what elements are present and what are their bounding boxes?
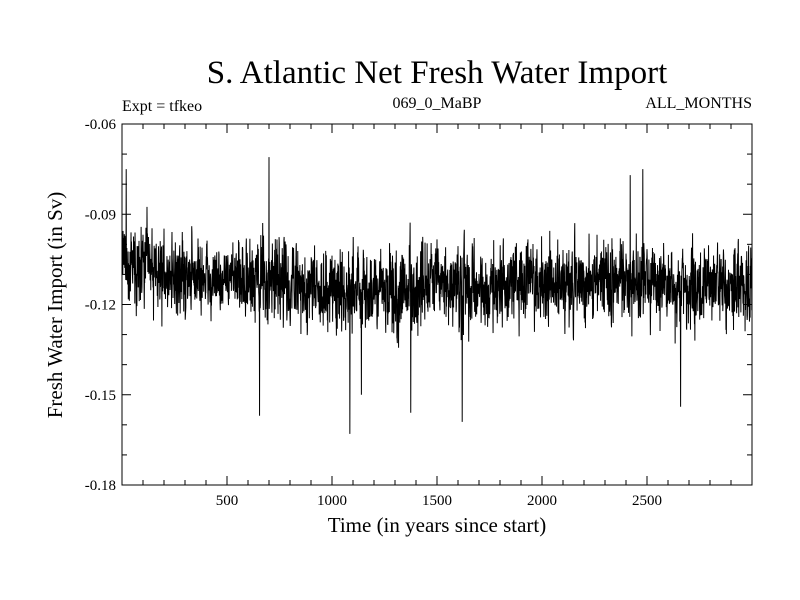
y-tick-label: -0.12 [85,298,116,314]
y-tick-label: -0.09 [85,207,116,223]
tick-labels: 500 1000 1500 2000 2500 -0.18 -0.15 -0.12 -0.09 -… [85,117,662,509]
x-tick-label: 1000 [317,493,347,509]
run-label: 069_0_MaBP [393,95,482,112]
y-tick-label: -0.06 [85,117,117,133]
plot-area [121,157,753,434]
fresh-water-import-line [121,157,753,434]
x-axis-label: Time (in years since start) [328,513,547,537]
experiment-label: Expt = tfkeo [122,98,202,115]
axis-ticks [122,123,752,486]
x-tick-label: 1500 [422,493,452,509]
months-label: ALL_MONTHS [645,95,752,112]
y-tick-label: -0.18 [85,478,116,494]
x-tick-label: 2500 [632,493,662,509]
plot-frame [121,123,753,486]
y-tick-label: -0.15 [85,388,116,404]
chart-title: S. Atlantic Net Fresh Water Import [207,55,668,91]
x-tick-label: 2000 [527,493,557,509]
x-tick-label: 500 [216,493,239,509]
y-axis-label: Fresh Water Import (in Sv) [43,192,67,419]
